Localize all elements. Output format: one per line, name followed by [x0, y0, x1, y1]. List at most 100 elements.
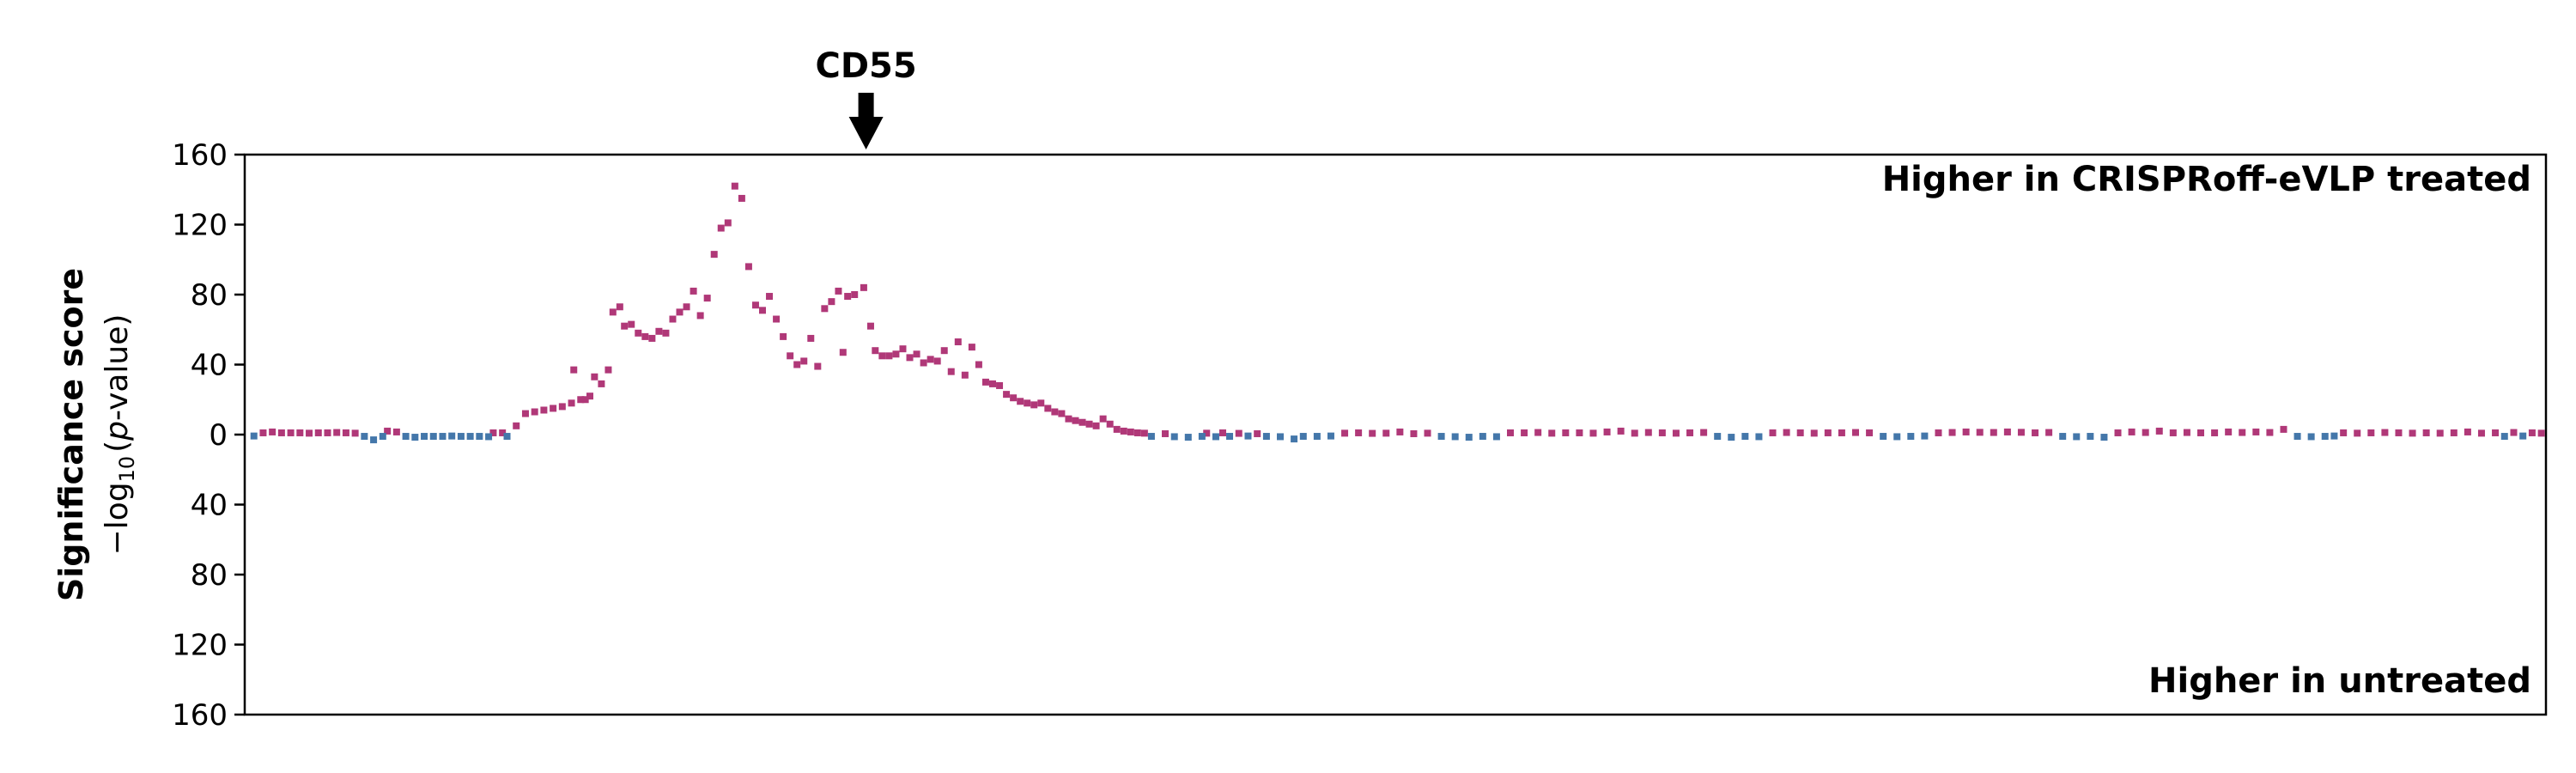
treated-data-point — [1796, 429, 1804, 436]
untreated-data-point — [1479, 433, 1486, 441]
treated-data-point — [1534, 429, 1542, 436]
treated-data-point — [1548, 429, 1556, 437]
y-tick-label: 80 — [191, 558, 228, 593]
untreated-data-point — [1212, 433, 1219, 441]
treated-data-point — [800, 357, 808, 365]
treated-data-point — [940, 347, 948, 355]
treated-data-point — [1037, 399, 1045, 407]
treated-data-point — [759, 307, 766, 314]
treated-data-point — [489, 429, 497, 436]
treated-data-point — [521, 410, 529, 417]
y-tick-label: 120 — [172, 629, 228, 663]
treated-data-point — [609, 308, 617, 316]
untreated-data-point — [1921, 432, 1929, 440]
treated-data-point — [1120, 427, 1127, 435]
untreated-data-point — [2073, 433, 2081, 441]
treated-data-point — [872, 347, 879, 355]
untreated-data-point — [370, 436, 378, 444]
treated-data-point — [1030, 401, 1038, 409]
treated-data-point — [885, 352, 893, 360]
treated-data-point — [724, 219, 732, 227]
untreated-data-point — [2519, 432, 2527, 440]
untreated-data-point — [1714, 433, 1722, 441]
y-tick-label: 80 — [191, 278, 228, 313]
treated-data-point — [1617, 427, 1625, 435]
untreated-data-point — [1327, 432, 1334, 440]
treated-data-point — [1106, 420, 1114, 428]
treated-data-point — [1382, 429, 1390, 437]
untreated-data-point — [2500, 433, 2508, 441]
treated-data-point — [793, 361, 801, 368]
treated-data-point — [351, 429, 359, 437]
untreated-data-point — [1437, 433, 1445, 441]
treated-data-point — [621, 322, 629, 330]
treated-data-point — [2450, 429, 2458, 436]
y-axis-subtitle: −log10 (p-value) — [100, 314, 139, 556]
untreated-data-point — [1277, 433, 1284, 441]
treated-data-point — [703, 295, 711, 302]
untreated-data-point — [1893, 433, 1901, 441]
treated-data-point — [814, 362, 822, 370]
treated-data-point — [1644, 429, 1652, 436]
treated-data-point — [1672, 429, 1680, 437]
treated-data-point — [913, 350, 920, 358]
untreated-data-point — [1147, 433, 1155, 441]
untreated-data-point — [1907, 433, 1915, 441]
treated-data-point — [787, 352, 794, 360]
treated-data-point — [2045, 429, 2053, 436]
untreated-data-point — [1299, 433, 1307, 441]
ylabel-sub-subscript: 10 — [115, 456, 139, 483]
treated-data-point — [314, 429, 322, 436]
cd55-annotation-arrow — [848, 93, 884, 149]
treated-data-point — [1976, 429, 1984, 436]
treated-data-point — [1051, 408, 1059, 416]
untreated-data-point — [2330, 432, 2338, 440]
untreated-data-point — [1184, 434, 1192, 441]
untreated-data-point — [250, 432, 258, 440]
treated-data-point — [2114, 429, 2122, 436]
untreated-data-point — [421, 433, 428, 441]
untreated-data-point — [402, 433, 410, 441]
treated-data-point — [1085, 420, 1093, 428]
untreated-data-point — [1492, 433, 1500, 441]
treated-data-point — [1024, 399, 1031, 407]
treated-data-point — [2280, 425, 2287, 433]
treated-data-point — [1078, 418, 1086, 426]
y-axis-sublabel: −log10 (p-value) — [100, 314, 139, 556]
treated-data-point — [899, 345, 907, 353]
treated-data-point — [1507, 429, 1514, 436]
treated-data-point — [648, 334, 656, 342]
treated-data-point — [1072, 417, 1079, 424]
untreated-data-point — [1244, 432, 1252, 440]
y-tick-label: 40 — [191, 349, 228, 383]
untreated-data-point — [2059, 433, 2067, 441]
treated-data-point — [287, 429, 295, 436]
cd55-annotation-label: CD55 — [815, 46, 916, 86]
treated-data-point — [635, 329, 642, 337]
treated-data-point — [2266, 429, 2274, 436]
treated-data-point — [1810, 429, 1818, 437]
untreated-data-point — [457, 433, 465, 441]
treated-data-point — [766, 293, 774, 301]
untreated-data-point — [1226, 433, 1234, 441]
treated-data-point — [669, 315, 677, 323]
treated-data-point — [277, 429, 285, 436]
treated-data-point — [1044, 405, 1052, 412]
treated-data-point — [616, 303, 623, 311]
treated-data-point — [628, 320, 635, 328]
treated-data-point — [933, 357, 941, 365]
treated-data-point — [1562, 429, 1570, 436]
treated-data-point — [866, 322, 874, 330]
treated-data-point — [1576, 429, 1583, 436]
ylabel-sub-italic: p — [100, 421, 135, 441]
treated-data-point — [1769, 429, 1777, 436]
treated-data-point — [1603, 428, 1611, 435]
treated-data-point — [751, 301, 759, 309]
treated-data-point — [1113, 425, 1121, 433]
untreated-data-point — [361, 433, 368, 441]
treated-data-point — [954, 338, 962, 346]
treated-data-point — [683, 303, 690, 311]
treated-data-point — [581, 396, 589, 404]
treated-data-point — [2197, 429, 2204, 436]
ylabel-sub-open: ( — [100, 441, 135, 453]
